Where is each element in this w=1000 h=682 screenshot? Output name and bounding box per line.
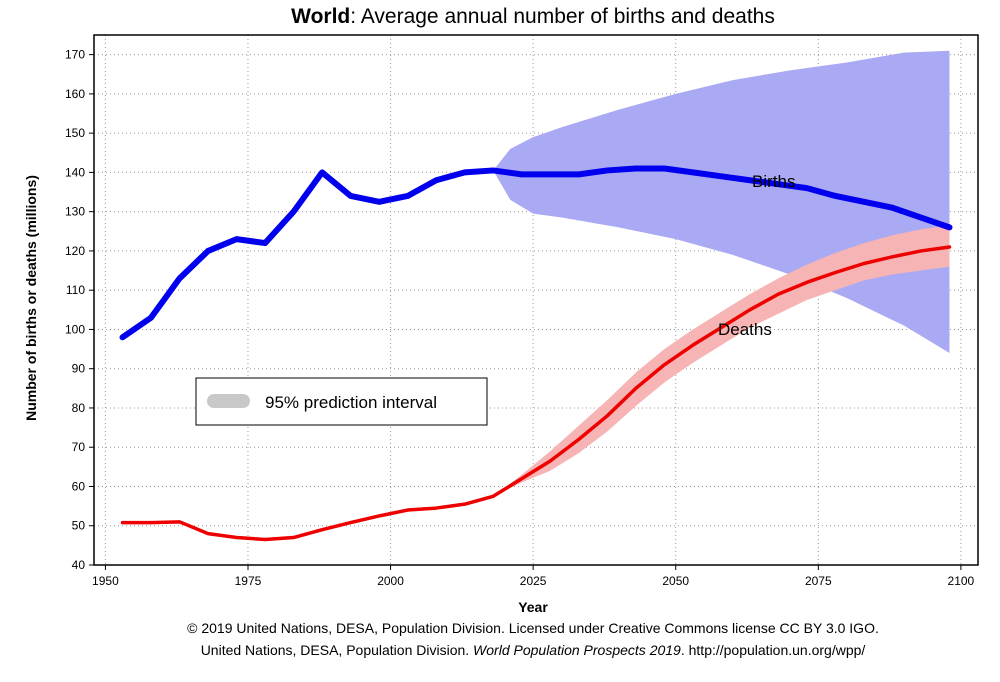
births-series-label: Births (752, 172, 795, 191)
y-tick-label: 150 (65, 126, 85, 140)
y-tick-label: 40 (72, 558, 86, 572)
y-tick-label: 160 (65, 87, 85, 101)
chart-title-rest: : Average annual number of births and de… (350, 5, 775, 28)
x-tick-label: 2025 (520, 574, 547, 588)
credit-line-2-start: United Nations, DESA, Population Divisio… (201, 642, 473, 658)
chart-title: World: Average annual number of births a… (291, 5, 775, 28)
deaths-prediction-band (493, 225, 950, 497)
legend-swatch (207, 394, 250, 408)
x-tick-label: 1975 (235, 574, 262, 588)
axis-ticks: 40 50 60 70 80 90 100 110 120 130 140 150 160 170 1950… (65, 48, 975, 588)
y-tick-label: 140 (65, 165, 85, 179)
y-tick-label: 60 (72, 479, 86, 493)
y-tick-label: 130 (65, 205, 85, 219)
credit-line-2-end: . http://population.un.org/wpp/ (681, 642, 866, 658)
x-tick-label: 2050 (662, 574, 689, 588)
births-line (119, 165, 953, 341)
series-lines (119, 165, 953, 542)
y-axis-title: Number of births or deaths (millions) (23, 175, 39, 421)
y-tick-label: 110 (66, 283, 85, 297)
y-tick-label: 120 (65, 244, 85, 258)
deaths-line (120, 245, 952, 542)
y-tick-label: 80 (72, 401, 86, 415)
x-tick-label: 2100 (948, 574, 975, 588)
credit-line-2-publication: World Population Prospects 2019 (473, 642, 681, 658)
y-tick-label: 50 (72, 519, 86, 533)
x-tick-label: 2000 (377, 574, 404, 588)
deaths-series-label: Deaths (718, 320, 772, 339)
legend-label: 95% prediction interval (265, 393, 437, 412)
chart-title-bold: World (291, 5, 350, 28)
legend: 95% prediction interval (195, 377, 488, 426)
prediction-bands (493, 50, 950, 497)
y-tick-label: 70 (72, 440, 86, 454)
plot-frame (93, 34, 979, 566)
x-tick-label: 1950 (92, 574, 119, 588)
x-tick-label: 2075 (805, 574, 832, 588)
y-tick-label: 100 (65, 322, 85, 336)
y-tick-label: 90 (72, 362, 86, 376)
credit-line-2: United Nations, DESA, Population Divisio… (201, 642, 866, 658)
credit-line-1: © 2019 United Nations, DESA, Population … (187, 620, 879, 636)
x-axis-title: Year (518, 599, 548, 615)
y-tick-label: 170 (65, 48, 85, 62)
